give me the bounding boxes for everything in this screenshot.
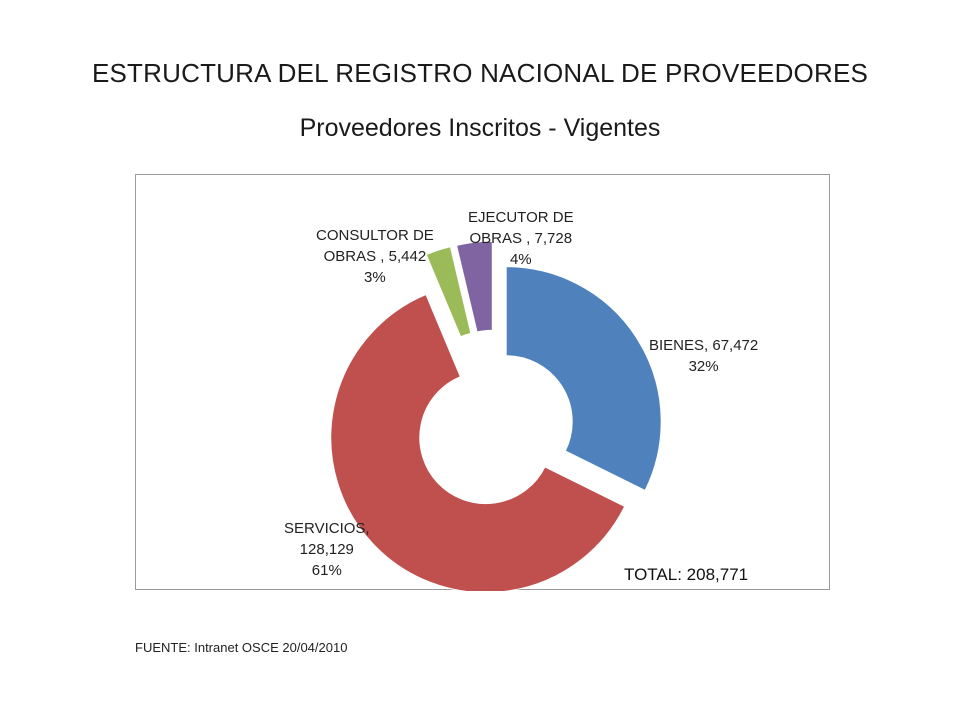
slice-consultor-obras (425, 246, 472, 338)
label-servicios: SERVICIOS, 128,129 61% (284, 520, 370, 579)
slice-ejecutor-obras (455, 240, 493, 333)
chart-title: ESTRUCTURA DEL REGISTRO NACIONAL DE PROV… (91, 58, 869, 88)
source-note: FUENTE: Intranet OSCE 20/04/2010 (135, 640, 348, 655)
label-bienes: BIENES, 67,472 32% (649, 337, 759, 375)
label-ejecutor-obras: EJECUTOR DE OBRAS , 7,728 4% (468, 209, 574, 268)
total-label: TOTAL: 208,771 (624, 565, 749, 584)
chart-area: BIENES, 67,472 32% SERVICIOS, 128,129 61… (135, 174, 830, 591)
donut-chart (330, 240, 662, 591)
chart-subtitle: Proveedores Inscritos - Vigentes (299, 114, 661, 142)
label-consultor-obras: CONSULTOR DE OBRAS , 5,442 3% (316, 227, 434, 286)
slice-bienes (505, 266, 662, 492)
slice-servicios (330, 293, 626, 591)
